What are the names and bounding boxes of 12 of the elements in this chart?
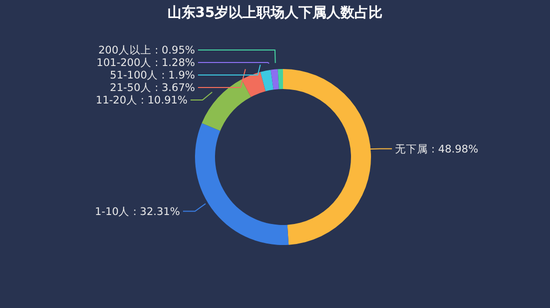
donut-slice	[278, 69, 283, 90]
slice-label: 21-50人 : 3.67%	[110, 82, 196, 94]
slice-label: 101-200人 : 1.28%	[96, 57, 196, 70]
donut-slice	[202, 79, 251, 131]
slice-label: 51-100人 : 1.9%	[110, 70, 196, 82]
slice-label: 11-20人 : 10.91%	[96, 94, 188, 107]
donut-slice	[195, 123, 289, 245]
slice-label: 1-10人 : 32.31%	[94, 206, 180, 218]
chart-title: 山东35岁以上职场人下属人数占比	[166, 4, 384, 22]
donut-slice	[270, 69, 279, 90]
slice-label: 无下属 : 48.98%	[394, 143, 478, 156]
slice-label: 200人以上 : 0.95%	[98, 44, 196, 57]
